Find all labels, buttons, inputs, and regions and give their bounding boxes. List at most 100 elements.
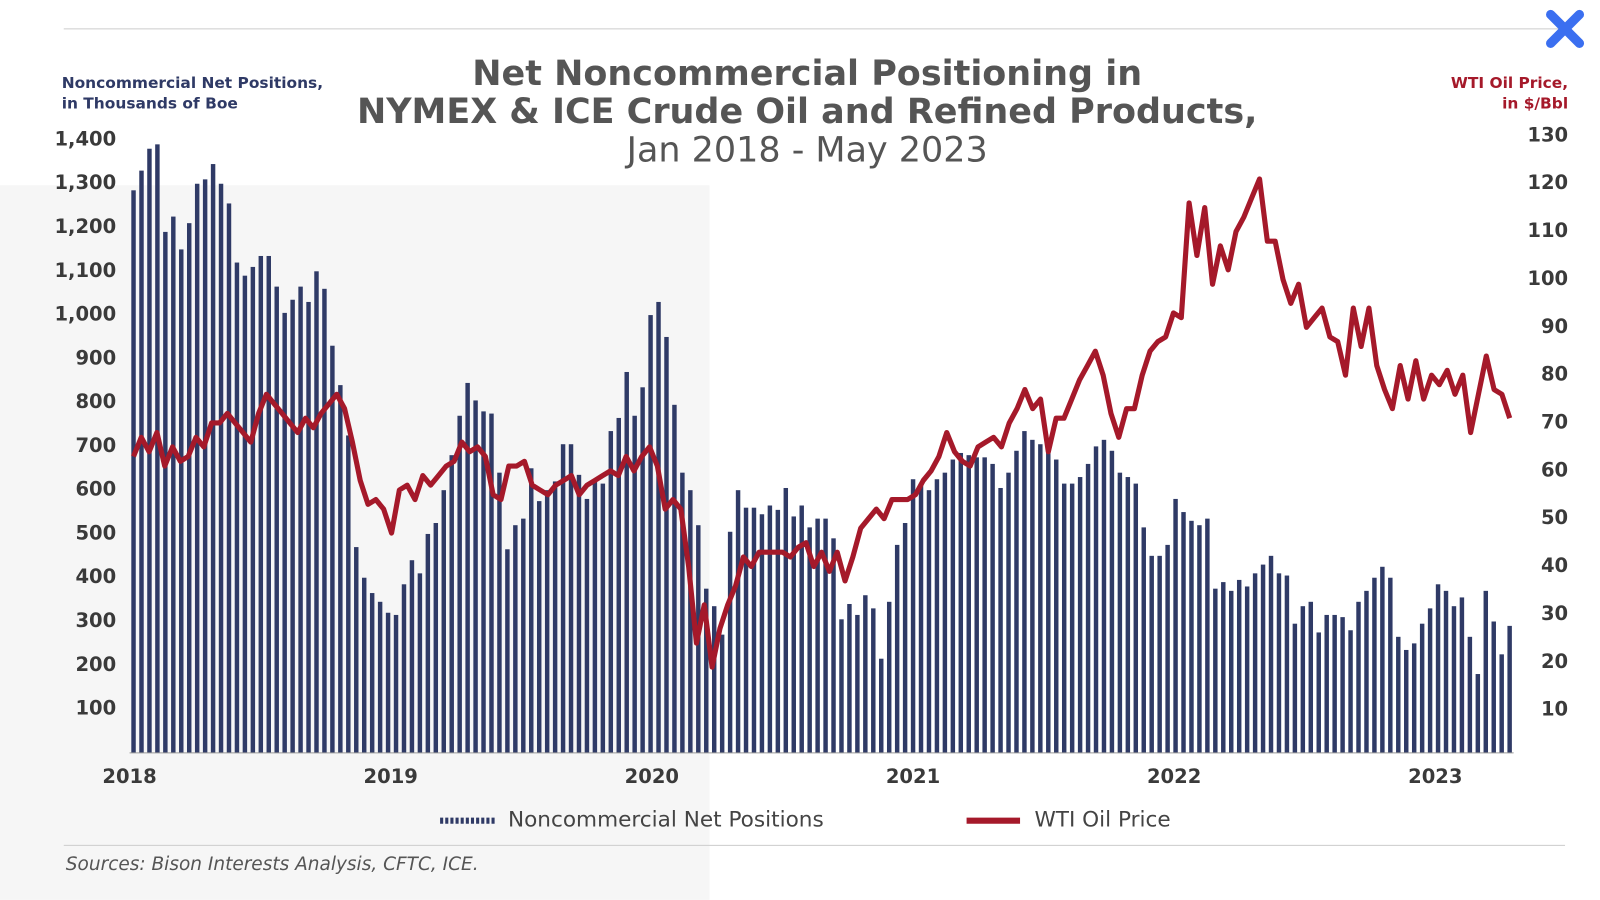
bar [640, 387, 645, 753]
bar [234, 262, 240, 753]
bar [1197, 525, 1202, 753]
bar [918, 483, 924, 753]
bar [298, 286, 303, 753]
bar [910, 479, 916, 753]
bar [529, 468, 534, 753]
bar [1109, 450, 1115, 753]
bar [624, 371, 629, 753]
x-tick-label: 2022 [1147, 765, 1201, 788]
bar [982, 457, 987, 753]
bar [179, 249, 184, 753]
bar [202, 179, 208, 753]
x-tick-label: 2018 [102, 765, 156, 788]
y-tick-label: 1,400 [54, 127, 116, 150]
bar [449, 455, 454, 753]
bar [361, 577, 367, 753]
bar [656, 301, 661, 753]
bar [521, 518, 526, 753]
bar [719, 634, 725, 753]
bar [1054, 459, 1059, 753]
bar [1451, 606, 1457, 753]
y-tick-label: 600 [75, 478, 116, 501]
bar [1189, 520, 1194, 753]
bar [966, 455, 971, 753]
bar [505, 549, 510, 753]
bar [1276, 573, 1282, 753]
bar [282, 312, 287, 753]
bar [1030, 439, 1035, 753]
bar [1419, 623, 1425, 753]
bar [131, 190, 136, 753]
bar [1061, 483, 1067, 753]
bar [171, 216, 176, 753]
bar [863, 595, 868, 753]
bar [807, 527, 812, 753]
bar [258, 255, 264, 753]
bar [711, 606, 717, 753]
bar [664, 336, 669, 753]
bar [441, 490, 446, 753]
legend-label: WTI Oil Price [1034, 808, 1170, 833]
bar [1372, 577, 1377, 753]
bar [417, 573, 423, 753]
bar [958, 452, 964, 753]
bar [1459, 597, 1465, 753]
bar [433, 523, 439, 753]
bar [1236, 579, 1242, 753]
bar [1340, 617, 1345, 753]
y2-tick-label: 70 [1541, 410, 1568, 433]
bar [250, 266, 256, 753]
bar [552, 481, 558, 753]
bar [1260, 564, 1266, 753]
bar [950, 459, 956, 753]
bar [902, 523, 908, 753]
y2-tick-label: 10 [1541, 698, 1568, 721]
bar [1404, 649, 1409, 753]
y2-tick-label: 40 [1541, 554, 1568, 577]
bar [186, 223, 192, 753]
bar [974, 457, 979, 753]
bar [1483, 590, 1489, 753]
bar [839, 619, 844, 753]
y-tick-label: 800 [75, 390, 116, 413]
bar [1229, 590, 1234, 753]
bar [1356, 601, 1361, 753]
bar [1380, 566, 1385, 753]
bar [1022, 431, 1027, 753]
y-tick-label: 1,000 [54, 303, 116, 326]
bar [1085, 463, 1091, 753]
bar [1141, 527, 1146, 753]
y2-tick-label: 50 [1541, 506, 1568, 529]
bar [1443, 590, 1449, 753]
bar [831, 538, 836, 753]
logo [1546, 9, 1585, 48]
bar [608, 431, 614, 753]
chart-title: Net Noncommercial Positioning in [472, 54, 1142, 94]
bar [155, 144, 160, 753]
y-tick-label: 100 [75, 697, 116, 720]
bar [330, 345, 335, 753]
bar [799, 505, 804, 753]
y-axis-label: Noncommercial Net Positions, [62, 74, 323, 92]
y2-axis-label: in $/Bbl [1502, 94, 1568, 112]
bar [886, 601, 892, 753]
bar [1093, 446, 1099, 753]
bar [338, 385, 343, 753]
bar [306, 301, 311, 753]
bar [648, 315, 653, 753]
bar [266, 255, 271, 753]
bar [354, 547, 359, 753]
y-tick-label: 700 [75, 434, 116, 457]
y-tick-label: 400 [75, 565, 116, 588]
bar [616, 417, 621, 753]
bar [465, 382, 470, 753]
bar [815, 518, 820, 753]
bar [489, 413, 494, 753]
bar [1396, 636, 1401, 753]
bar [1213, 588, 1218, 753]
bar [767, 505, 773, 753]
bar [879, 658, 884, 753]
bar [783, 487, 789, 753]
bar [576, 474, 582, 753]
bar [139, 170, 144, 753]
